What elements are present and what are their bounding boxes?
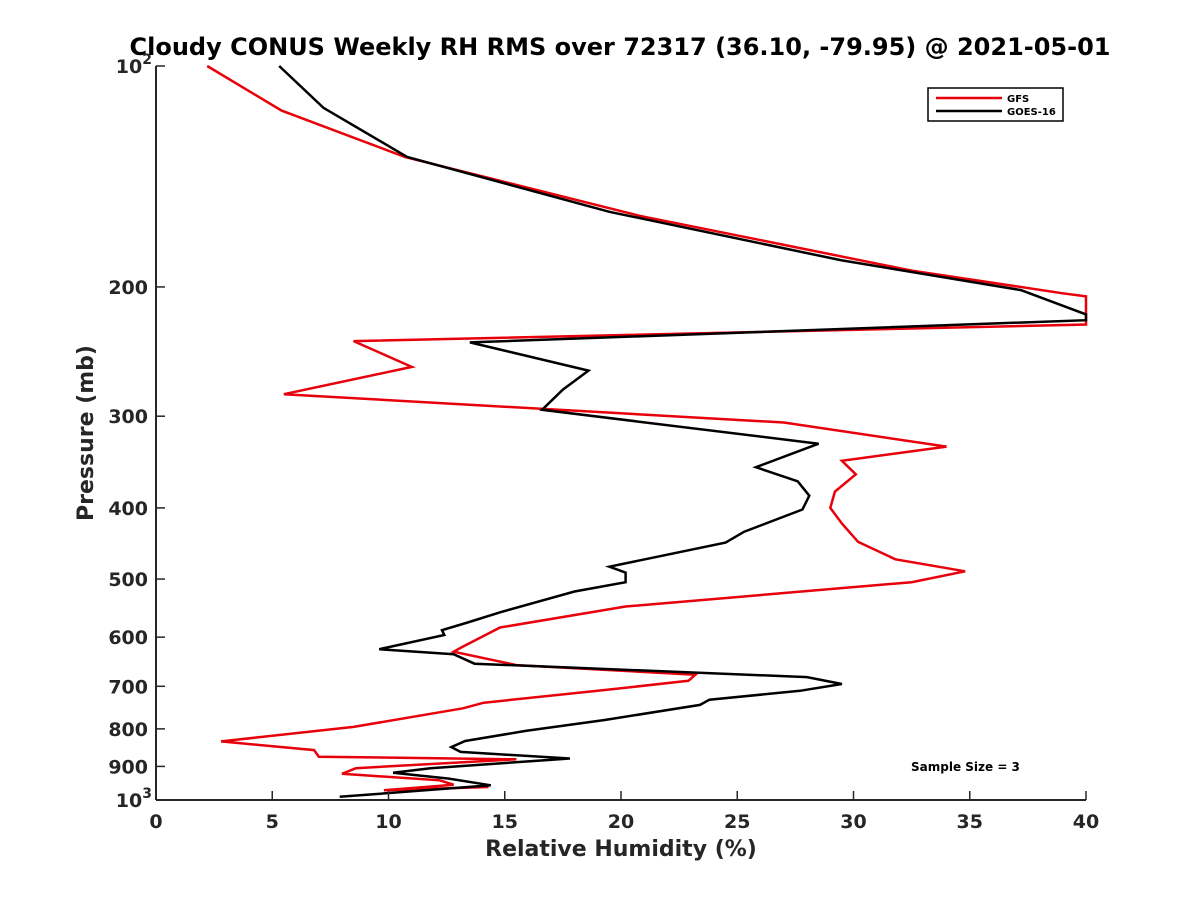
sample-size-annotation: Sample Size = 3 xyxy=(911,760,1020,774)
y-tick-label: 800 xyxy=(108,719,148,741)
y-tick-label: 200 xyxy=(108,277,148,299)
series-line-goes16 xyxy=(278,65,1088,799)
legend-label-gfs: GFS xyxy=(1007,94,1029,105)
series-line-gfs xyxy=(206,64,1088,792)
y-tick-label: 400 xyxy=(108,498,148,520)
plot-area xyxy=(156,66,1086,800)
legend-label-goes16: GOES-16 xyxy=(1007,107,1056,118)
chart-title: Cloudy CONUS Weekly RH RMS over 72317 (3… xyxy=(130,33,1111,61)
x-tick-label: 35 xyxy=(957,811,983,833)
x-tick-label: 30 xyxy=(840,811,866,833)
y-axis-ticks: 102 200 300 400 500 600 700 800 900 103 xyxy=(108,52,165,812)
y-tick-label: 500 xyxy=(108,569,148,591)
legend: GFS GOES-16 xyxy=(927,87,1064,122)
y-tick-label: 600 xyxy=(108,627,148,649)
y-tick-label: 102 xyxy=(116,52,152,78)
y-tick-label: 300 xyxy=(108,406,148,428)
x-tick-label: 20 xyxy=(608,811,634,833)
y-tick-label: 900 xyxy=(108,756,148,778)
x-tick-label: 40 xyxy=(1073,811,1099,833)
x-tick-label: 15 xyxy=(492,811,518,833)
y-axis-label: Pressure (mb) xyxy=(74,345,99,521)
x-tick-label: 5 xyxy=(266,811,279,833)
x-axis-label: Relative Humidity (%) xyxy=(485,837,757,862)
legend-box xyxy=(927,87,1064,122)
x-tick-label: 25 xyxy=(724,811,750,833)
y-tick-label: 700 xyxy=(108,676,148,698)
x-axis-ticks: 0 5 10 15 20 25 30 35 40 xyxy=(149,791,1099,833)
x-tick-label: 0 xyxy=(149,811,162,833)
y-tick-label: 103 xyxy=(116,786,152,812)
series-layer xyxy=(206,64,1088,799)
x-tick-label: 10 xyxy=(375,811,401,833)
